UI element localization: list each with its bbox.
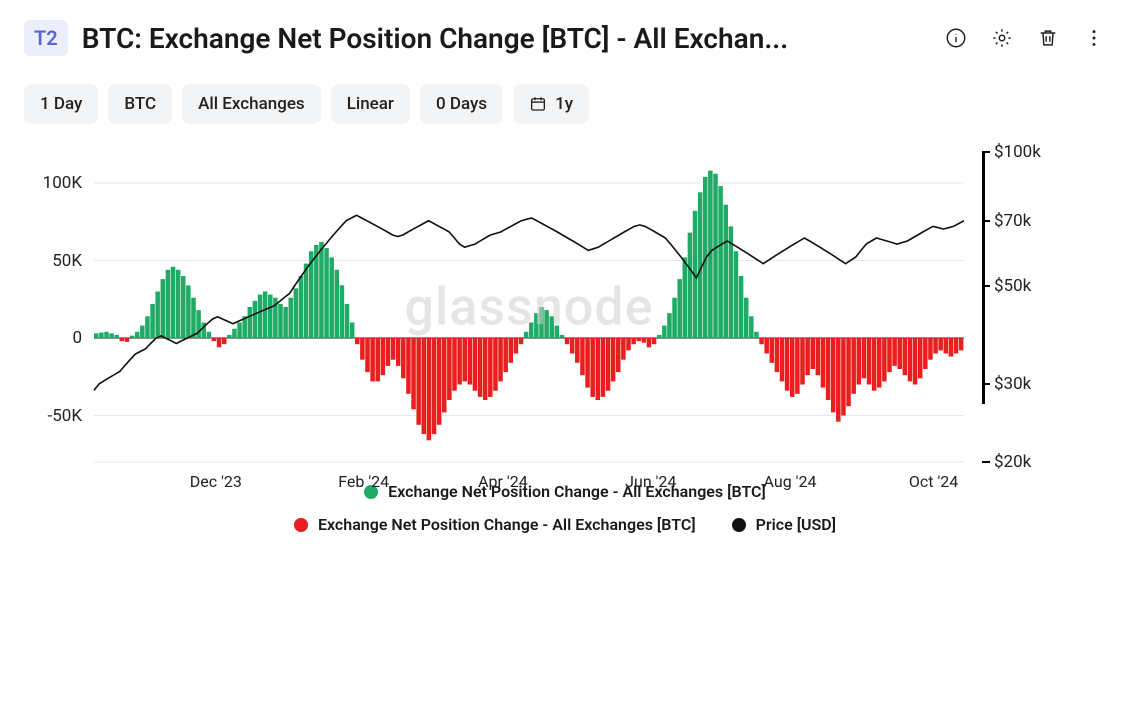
left-axis-tick: 0 [72,328,94,348]
filter-offset[interactable]: 0 Days [420,84,503,124]
x-axis-tick: Apr '24 [478,462,528,491]
info-icon[interactable] [944,26,968,50]
calendar-icon [529,95,547,113]
left-axis-tick: 50K [52,251,94,271]
right-axis-tick: $20k [964,452,1031,472]
tier-badge: T2 [24,20,68,56]
chart: glassnode 100K50K0-50K$100k$70k$50k$30k$… [94,152,964,462]
filter-range-label: 1y [555,94,573,114]
filter-exchange[interactable]: All Exchanges [182,84,321,124]
legend-label: Exchange Net Position Change - All Excha… [318,515,696,534]
filter-resolution[interactable]: 1 Day [24,84,98,124]
legend-item-positive[interactable]: Exchange Net Position Change - All Excha… [364,482,766,501]
x-axis-tick: Dec '23 [190,462,242,491]
left-axis-tick: 100K [43,173,94,193]
right-axis-tick: $50k [964,276,1031,296]
right-axis-tick: $30k [964,374,1031,394]
chart-canvas [94,152,964,462]
legend-label: Exchange Net Position Change - All Excha… [388,482,766,501]
filter-row: 1 Day BTC All Exchanges Linear 0 Days 1y [24,84,1106,124]
x-axis-tick: Oct '24 [909,462,958,491]
legend-label: Price [USD] [756,515,836,534]
trash-icon[interactable] [1036,26,1060,50]
right-axis-tick: $70k [964,211,1031,231]
more-icon[interactable] [1082,26,1106,50]
gear-icon[interactable] [990,26,1014,50]
x-axis-tick: Jun '24 [625,462,676,491]
right-axis-tick: $100k [964,142,1041,162]
filter-range[interactable]: 1y [513,84,589,124]
legend-item-price[interactable]: Price [USD] [732,515,836,534]
chart-title: BTC: Exchange Net Position Change [BTC] … [82,22,930,55]
filter-asset[interactable]: BTC [108,84,172,124]
legend-dot-icon [294,518,308,532]
left-axis-tick: -50K [48,406,94,426]
legend-dot-icon [732,518,746,532]
filter-scale[interactable]: Linear [331,84,410,124]
header: T2 BTC: Exchange Net Position Change [BT… [24,20,1106,56]
x-axis-tick: Feb '24 [338,462,389,491]
x-axis-tick: Aug '24 [764,462,817,491]
header-actions [944,26,1106,50]
legend-item-negative[interactable]: Exchange Net Position Change - All Excha… [294,515,696,534]
